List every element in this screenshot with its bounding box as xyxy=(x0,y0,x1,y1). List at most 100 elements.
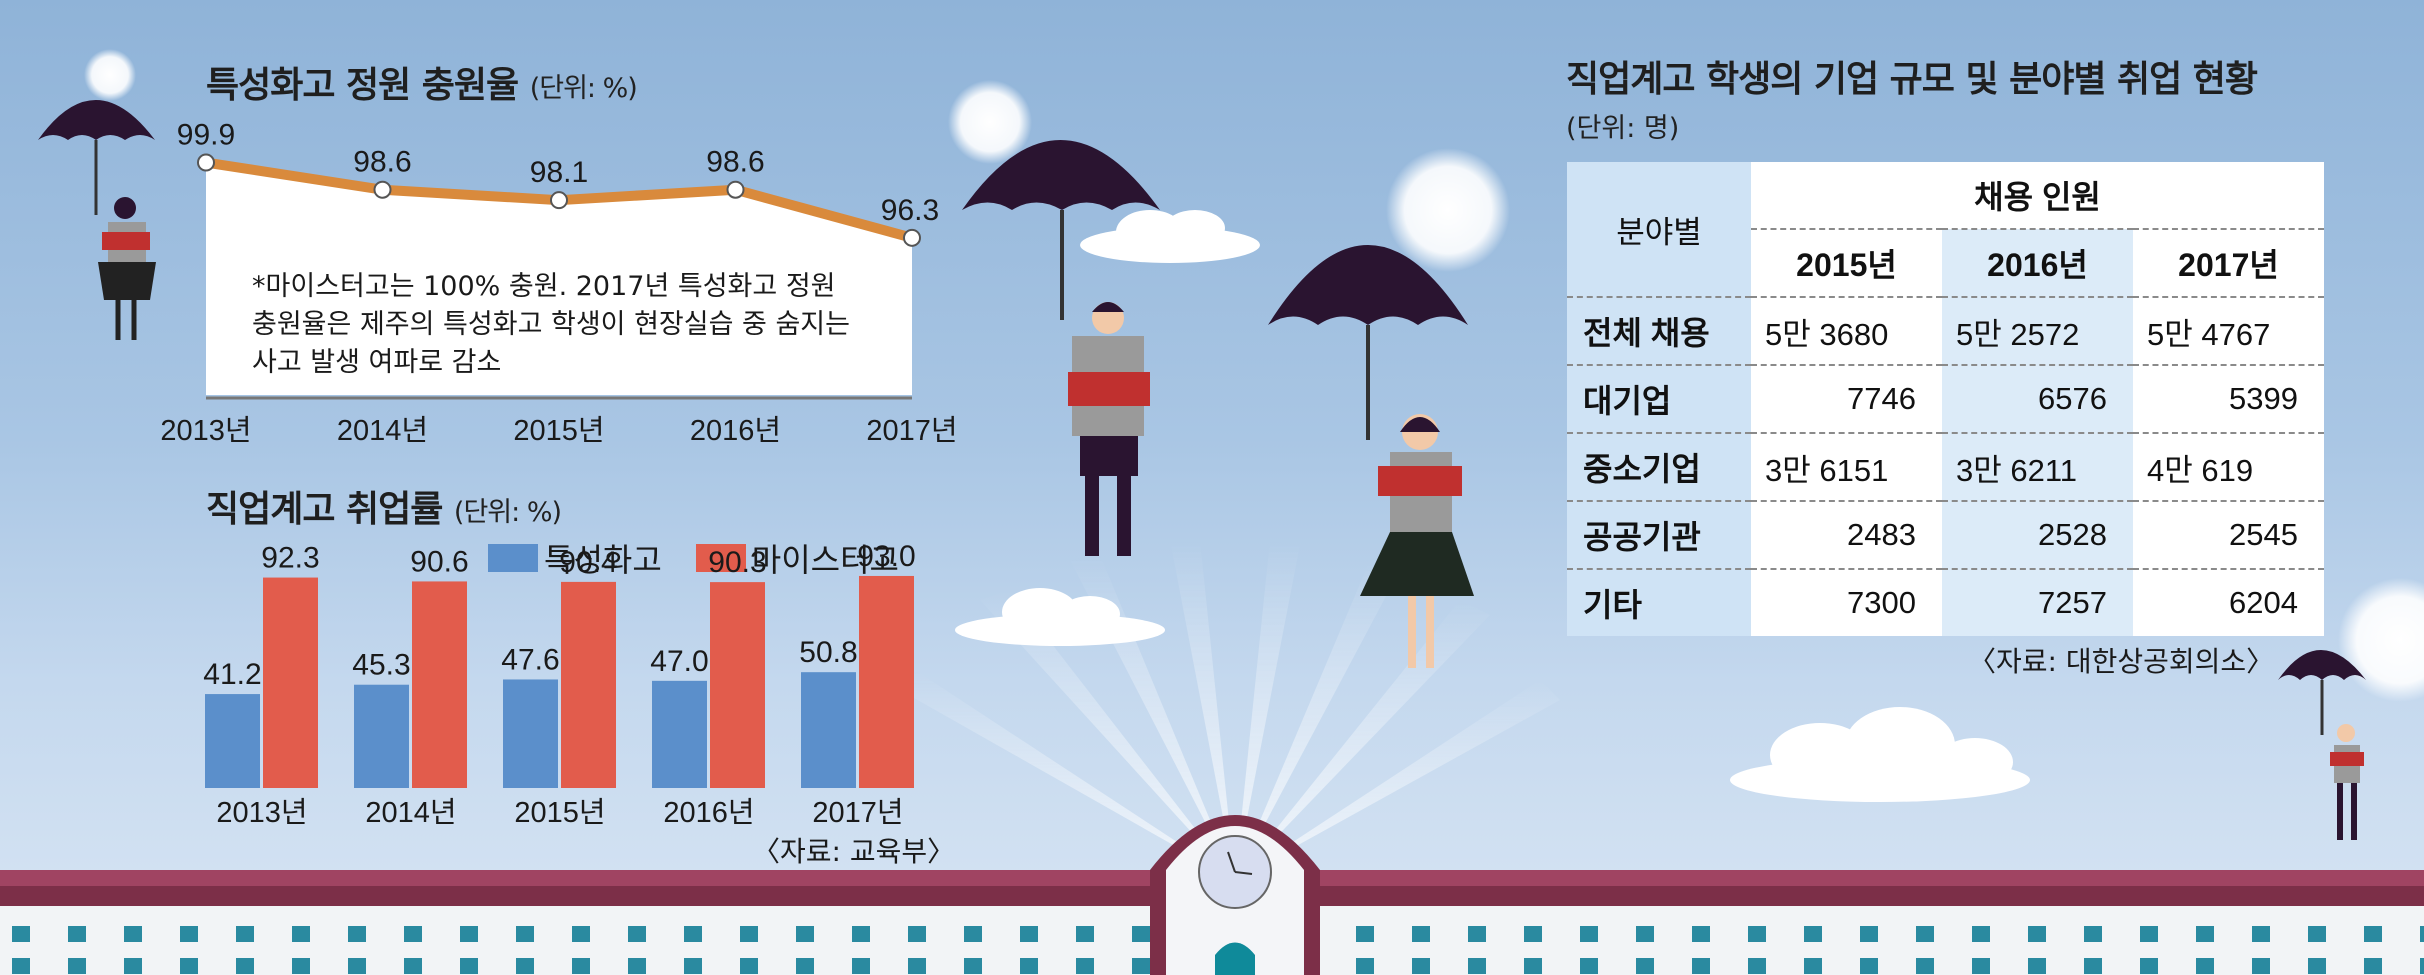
building-window xyxy=(740,958,758,974)
building-window xyxy=(1580,926,1598,942)
table-row-label: 전체 채용 xyxy=(1567,296,1751,365)
line-x-tick-label: 2013년 xyxy=(160,415,251,447)
bar-meister xyxy=(710,582,765,788)
building-window xyxy=(124,926,142,942)
building-window xyxy=(1580,958,1598,974)
line-point xyxy=(903,228,921,247)
table-cell: 3만 6211 xyxy=(1942,432,2133,501)
bar-chart-title-text: 직업계고 취업률 xyxy=(206,489,443,530)
line-point xyxy=(373,180,392,199)
bar-chart-source: 〈자료: 교육부〉 xyxy=(752,835,956,868)
table-row-label: 공공기관 xyxy=(1567,500,1751,569)
line-value-label: 98.6 xyxy=(706,146,764,179)
line-value-label: 98.1 xyxy=(530,156,588,189)
building-window xyxy=(292,926,310,942)
building-window xyxy=(2364,926,2382,942)
building-window xyxy=(796,926,814,942)
umbrella-figure-right xyxy=(2278,650,2366,840)
building-window xyxy=(628,958,646,974)
line-chart-title-text: 특성화고 정원 충원율 xyxy=(206,65,519,106)
building-window xyxy=(1524,926,1542,942)
building-window xyxy=(1804,926,1822,942)
building-window xyxy=(236,926,254,942)
bar-meister xyxy=(412,581,467,788)
building-window xyxy=(1748,958,1766,974)
bar-value-label: 90.3 xyxy=(708,546,766,579)
table-row: 중소기업 3만 6151 3만 6211 4만 619 xyxy=(1567,432,2324,501)
building-window xyxy=(1972,958,1990,974)
building-window xyxy=(516,958,534,974)
building-window xyxy=(124,958,142,974)
table-header-field: 분야별 xyxy=(1567,162,1751,297)
building-window xyxy=(852,926,870,942)
school-building xyxy=(0,815,2424,975)
umbrella-girl-figure-left xyxy=(38,100,156,340)
building-window xyxy=(180,958,198,974)
line-x-tick-label: 2016년 xyxy=(690,415,781,447)
table-cell: 5만 4767 xyxy=(2133,296,2324,365)
table-cell: 6204 xyxy=(2133,568,2324,636)
bar-x-tick-label: 2015년 xyxy=(514,797,605,829)
light-rays xyxy=(900,540,1560,880)
table-cell: 5만 2572 xyxy=(1942,296,2133,365)
bar-specialized xyxy=(503,679,558,788)
building-window xyxy=(1132,958,1150,974)
building-window xyxy=(908,926,926,942)
building-window xyxy=(460,958,478,974)
building-window xyxy=(2308,958,2326,974)
building-window xyxy=(740,926,758,942)
bar-meister xyxy=(561,581,616,788)
legend-swatch-meister xyxy=(695,544,746,572)
table-cell: 5399 xyxy=(2133,364,2324,433)
building-window xyxy=(2084,926,2102,942)
line-chart-area xyxy=(206,162,912,395)
table-cell: 7746 xyxy=(1751,364,1942,433)
building-window xyxy=(2140,926,2158,942)
bar-value-label: 41.2 xyxy=(203,658,261,691)
building-window xyxy=(1076,926,1094,942)
building-window xyxy=(1636,958,1654,974)
building-window xyxy=(2308,926,2326,942)
table-cell: 3만 6151 xyxy=(1751,432,1942,501)
line-chart-note: *마이스터고는 100% 충원. 2017년 특성화고 정원 충원율은 제주의 … xyxy=(252,271,850,378)
bar-value-label: 92.3 xyxy=(261,542,319,575)
building-window xyxy=(2420,926,2424,942)
building-window xyxy=(1524,958,1542,974)
table-row: 전체 채용 5만 3680 5만 2572 5만 4767 xyxy=(1567,296,2324,365)
bar-value-label: 90.6 xyxy=(410,545,468,578)
line-x-tick-label: 2015년 xyxy=(513,415,604,447)
sun-icon xyxy=(948,80,1032,164)
building-window xyxy=(2140,958,2158,974)
building-window xyxy=(964,958,982,974)
building-window xyxy=(1916,926,1934,942)
bar-value-label: 45.3 xyxy=(352,649,410,682)
sun-icon xyxy=(1386,148,1510,272)
building-window xyxy=(628,926,646,942)
building-window xyxy=(2252,958,2270,974)
building-window xyxy=(460,926,478,942)
building-window xyxy=(684,926,702,942)
table-header-year: 2017년 xyxy=(2133,229,2324,297)
bar-chart-unit: (단위: %) xyxy=(453,497,562,528)
table-cell: 6576 xyxy=(1942,364,2133,433)
table-cell: 7257 xyxy=(1942,568,2133,636)
building-window xyxy=(2364,958,2382,974)
table-cell: 2545 xyxy=(2133,500,2324,569)
line-x-tick-label: 2017년 xyxy=(866,415,957,447)
bar-value-label: 47.6 xyxy=(501,643,559,676)
line-value-label: 96.3 xyxy=(881,194,939,227)
building-window xyxy=(1748,926,1766,942)
table-cell: 2528 xyxy=(1942,500,2133,569)
table-cell: 2483 xyxy=(1751,500,1942,569)
bar-x-tick-label: 2017년 xyxy=(812,797,903,829)
bar-x-tick-label: 2016년 xyxy=(663,797,754,829)
building-window xyxy=(12,926,30,942)
building-window xyxy=(572,926,590,942)
building-window xyxy=(2196,926,2214,942)
building-window xyxy=(1412,926,1430,942)
building-window xyxy=(516,926,534,942)
table-row: 공공기관 2483 2528 2545 xyxy=(1567,500,2324,569)
building-window xyxy=(1076,958,1094,974)
bar-chart-title: 직업계고 취업률 (단위: %) xyxy=(206,480,562,532)
building-window xyxy=(2420,958,2424,974)
